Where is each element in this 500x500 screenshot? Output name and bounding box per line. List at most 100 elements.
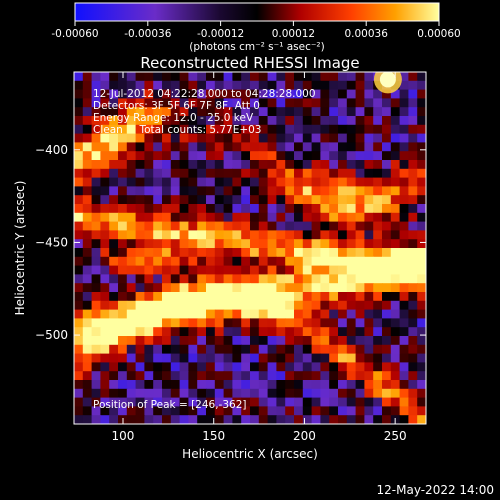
- heatmap-cell: [302, 327, 313, 337]
- heatmap-cell: [206, 230, 216, 240]
- heatmap-cell: [408, 256, 418, 267]
- heatmap-cell: [74, 371, 84, 381]
- heatmap-cell: [320, 212, 330, 223]
- heatmap-cell: [320, 388, 330, 399]
- heatmap-cell: [338, 195, 348, 205]
- heatmap-cell: [232, 380, 242, 390]
- heatmap-cell: [294, 239, 304, 249]
- heatmap-cell: [206, 371, 216, 381]
- heatmap-cell: [232, 107, 242, 117]
- heatmap-cell: [408, 406, 418, 416]
- colorbar-tick-label: 0.00036: [344, 28, 388, 40]
- heatmap-cell: [241, 371, 251, 381]
- heatmap-cell: [188, 406, 198, 416]
- heatmap-cell: [135, 98, 145, 108]
- heatmap-cell: [206, 265, 216, 275]
- heatmap-cell: [82, 116, 93, 126]
- heatmap-cell: [320, 80, 330, 91]
- heatmap-cell: [135, 151, 145, 161]
- heatmap-cell: [197, 239, 207, 249]
- heatmap-cell: [91, 353, 101, 363]
- heatmap-cell: [338, 160, 348, 170]
- heatmap-cell: [109, 362, 119, 372]
- heatmap-cell: [241, 327, 251, 337]
- heatmap-cell: [355, 371, 365, 381]
- heatmap-cell: [382, 239, 392, 249]
- heatmap-cell: [346, 151, 357, 161]
- heatmap-cell: [153, 388, 163, 399]
- heatmap-cell: [399, 336, 409, 346]
- heatmap-cell: [250, 336, 260, 346]
- heatmap-cell: [100, 248, 110, 258]
- heatmap-cell: [214, 151, 225, 161]
- heatmap-cell: [135, 309, 145, 319]
- heatmap-cell: [329, 72, 339, 82]
- heatmap-cell: [267, 344, 277, 355]
- heatmap-cell: [417, 212, 426, 223]
- heatmap-cell: [338, 204, 348, 214]
- heatmap-cell: [135, 177, 145, 187]
- heatmap-cell: [197, 406, 207, 416]
- heatmap-cell: [302, 116, 313, 126]
- heatmap-cell: [144, 327, 154, 337]
- heatmap-cell: [311, 116, 321, 126]
- heatmap-cell: [214, 388, 225, 399]
- heatmap-cell: [135, 336, 145, 346]
- heatmap-cell: [109, 353, 119, 363]
- heatmap-cell: [118, 98, 128, 108]
- heatmap-cell: [126, 212, 137, 223]
- heatmap-cell: [82, 353, 93, 363]
- heatmap-cell: [91, 107, 101, 117]
- heatmap-cell: [153, 89, 163, 99]
- heatmap-cell: [153, 309, 163, 319]
- footer-date: 12-May-2022 14:00: [377, 483, 494, 497]
- heatmap-cell: [302, 168, 313, 179]
- heatmap-cell: [170, 292, 181, 302]
- heatmap-cell: [206, 98, 216, 108]
- heatmap-cell: [82, 362, 93, 372]
- heatmap-cell: [214, 344, 225, 355]
- heatmap-cell: [109, 72, 119, 82]
- heatmap-cell: [285, 344, 295, 355]
- heatmap-cell: [338, 107, 348, 117]
- heatmap-cell: [126, 309, 137, 319]
- heatmap-cell: [74, 415, 84, 424]
- heatmap-cell: [294, 124, 304, 135]
- heatmap-cell: [153, 80, 163, 91]
- heatmap-cell: [276, 336, 286, 346]
- heatmap-cell: [399, 212, 409, 223]
- heatmap-cell: [232, 80, 242, 91]
- heatmap-cell: [408, 300, 418, 311]
- heatmap-cell: [179, 133, 189, 143]
- heatmap-cell: [329, 283, 339, 293]
- heatmap-cell: [126, 336, 137, 346]
- heatmap-cell: [170, 80, 181, 91]
- heatmap-cell: [144, 133, 154, 143]
- heatmap-cell: [109, 336, 119, 346]
- heatmap-cell: [267, 318, 277, 328]
- heatmap-cell: [399, 177, 409, 187]
- heatmap-cell: [329, 186, 339, 196]
- heatmap-cell: [373, 239, 383, 249]
- heatmap-cell: [364, 80, 374, 91]
- heatmap-cell: [250, 300, 260, 311]
- heatmap-cell: [338, 397, 348, 407]
- heatmap-cell: [285, 160, 295, 170]
- heatmap-cell: [417, 327, 426, 337]
- heatmap-cell: [250, 292, 260, 302]
- heatmap-cell: [329, 230, 339, 240]
- heatmap-cell: [408, 239, 418, 249]
- heatmap-cell: [179, 309, 189, 319]
- heatmap-cell: [188, 133, 198, 143]
- heatmap-cell: [355, 116, 365, 126]
- heatmap-cell: [364, 239, 374, 249]
- heatmap-cell: [91, 292, 101, 302]
- heatmap-cell: [74, 98, 84, 108]
- heatmap-cell: [197, 142, 207, 152]
- heatmap-cell: [250, 248, 260, 258]
- heatmap-cell: [206, 344, 216, 355]
- heatmap-cell: [258, 124, 269, 135]
- heatmap-cell: [82, 186, 93, 196]
- heatmap-cell: [91, 230, 101, 240]
- heatmap-cell: [338, 283, 348, 293]
